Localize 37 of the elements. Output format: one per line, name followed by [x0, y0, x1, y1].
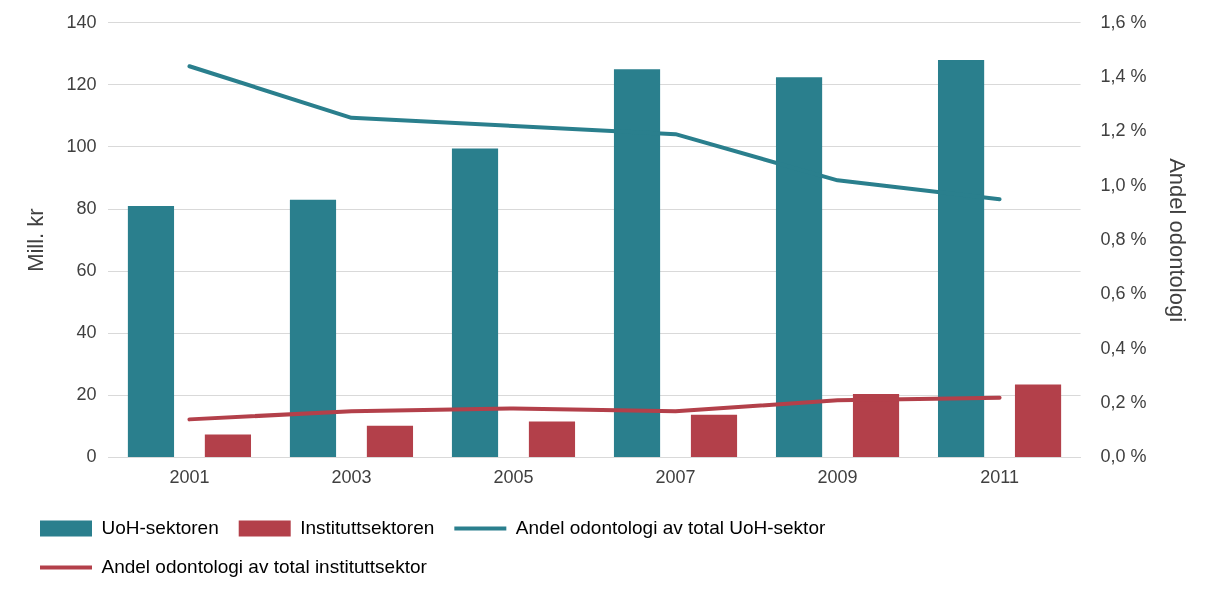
- y2-tick-label: 0,4 %: [1100, 337, 1147, 358]
- y2-axis-title: Andel odontologi: [1164, 158, 1190, 323]
- bar: [528, 421, 576, 457]
- bar: [289, 199, 337, 457]
- y-tick-label: 20: [76, 384, 97, 405]
- legend-label: Instituttsektoren: [300, 516, 435, 538]
- x-tick-label: 2009: [817, 467, 858, 488]
- x-tick-label: 2003: [331, 467, 372, 488]
- legend-label: Andel odontologi av total UoH-sektor: [515, 516, 826, 538]
- x-tick-label: 2005: [493, 467, 534, 488]
- y-tick-label: 100: [66, 135, 97, 156]
- x-tick-label: 2007: [655, 467, 696, 488]
- y2-tick-label: 1,4 %: [1100, 66, 1147, 87]
- y-tick-label: 40: [76, 322, 97, 343]
- bar: [690, 414, 738, 457]
- legend-label: Andel odontologi av total instituttsektor: [101, 555, 428, 577]
- bar: [204, 434, 252, 457]
- bar: [366, 425, 414, 457]
- x-tick-label: 2011: [980, 467, 1019, 488]
- y-tick-label: 120: [66, 73, 97, 94]
- bar: [1014, 384, 1062, 457]
- y2-tick-label: 1,6 %: [1100, 11, 1147, 32]
- y2-tick-label: 0,8 %: [1100, 229, 1147, 250]
- y-tick-label: 60: [76, 260, 97, 281]
- y-tick-label: 0: [86, 446, 97, 467]
- x-tick-label: 2001: [169, 467, 210, 488]
- bar: [451, 148, 499, 457]
- legend-label: UoH-sektoren: [101, 516, 219, 538]
- y-tick-label: 80: [76, 198, 97, 219]
- y2-tick-label: 1,2 %: [1100, 120, 1147, 141]
- y2-tick-label: 0,2 %: [1100, 392, 1147, 413]
- y-tick-label: 140: [66, 11, 97, 32]
- y-axis-title: Mill. kr: [23, 208, 49, 272]
- bar: [127, 205, 175, 457]
- y2-tick-label: 0,6 %: [1100, 283, 1147, 304]
- y2-tick-label: 1,0 %: [1100, 174, 1147, 195]
- y2-tick-label: 0,0 %: [1100, 446, 1147, 467]
